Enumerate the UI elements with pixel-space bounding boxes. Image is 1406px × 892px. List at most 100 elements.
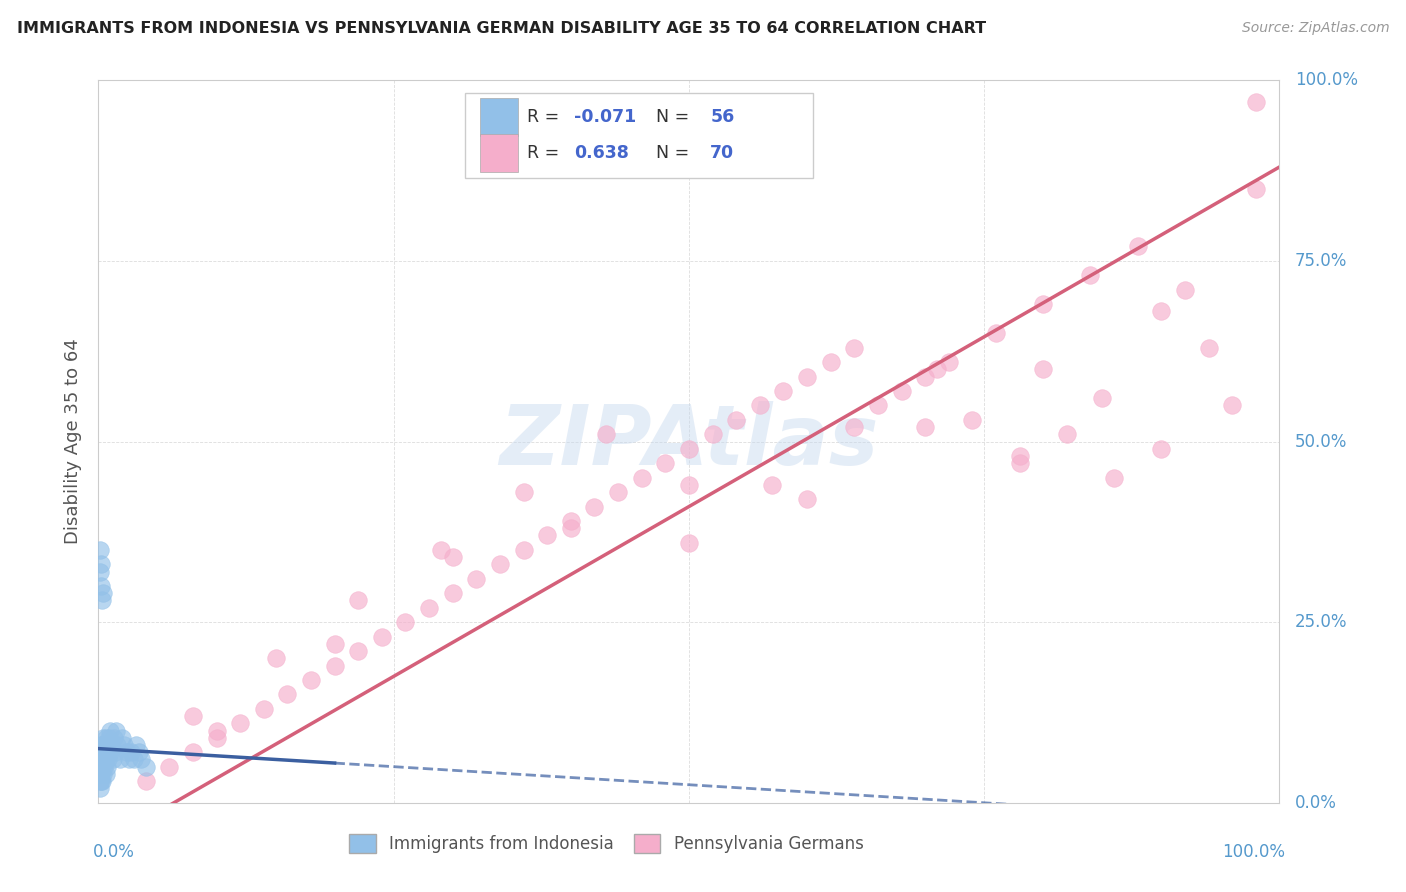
Legend: Immigrants from Indonesia, Pennsylvania Germans: Immigrants from Indonesia, Pennsylvania …	[342, 827, 870, 860]
Point	[104, 745, 127, 759]
Text: 0.0%: 0.0%	[93, 843, 135, 861]
Point	[90, 738, 112, 752]
Point	[89, 781, 111, 796]
Point	[299, 673, 322, 687]
Point	[181, 709, 204, 723]
Point	[418, 600, 440, 615]
Point	[489, 558, 512, 572]
Point	[607, 485, 630, 500]
Point	[1198, 341, 1220, 355]
Point	[93, 745, 115, 759]
Point	[96, 745, 118, 759]
Point	[97, 738, 120, 752]
Point	[347, 644, 370, 658]
Point	[678, 535, 700, 549]
Point	[89, 745, 111, 759]
Point	[90, 767, 112, 781]
Point	[157, 760, 180, 774]
Point	[89, 760, 111, 774]
Text: 50.0%: 50.0%	[1295, 433, 1347, 450]
Point	[796, 492, 818, 507]
Point	[1032, 297, 1054, 311]
Point	[108, 752, 131, 766]
Point	[105, 723, 128, 738]
Point	[98, 731, 121, 745]
Text: R =: R =	[527, 108, 565, 127]
Point	[441, 586, 464, 600]
Point	[595, 427, 617, 442]
Text: Source: ZipAtlas.com: Source: ZipAtlas.com	[1241, 21, 1389, 35]
Text: 100.0%: 100.0%	[1222, 843, 1285, 861]
Point	[91, 586, 114, 600]
Point	[90, 752, 112, 766]
Point	[91, 731, 114, 745]
Point	[91, 760, 114, 774]
Point	[394, 615, 416, 630]
Point	[1150, 304, 1173, 318]
Point	[98, 745, 121, 759]
Point	[97, 752, 120, 766]
Point	[90, 760, 112, 774]
Point	[94, 731, 117, 745]
Point	[654, 456, 676, 470]
Point	[748, 398, 770, 412]
Point	[560, 514, 582, 528]
Point	[121, 745, 143, 759]
Point	[938, 355, 960, 369]
Point	[89, 767, 111, 781]
Point	[105, 738, 128, 752]
Point	[1056, 427, 1078, 442]
Point	[1008, 456, 1031, 470]
Point	[844, 341, 866, 355]
Point	[1102, 470, 1125, 484]
Point	[441, 550, 464, 565]
Point	[1126, 239, 1149, 253]
Point	[205, 731, 228, 745]
Point	[90, 745, 112, 759]
Point	[129, 752, 152, 766]
Point	[93, 760, 115, 774]
Point	[583, 500, 606, 514]
Point	[512, 485, 534, 500]
Point	[1091, 391, 1114, 405]
Point	[761, 478, 783, 492]
Point	[253, 702, 276, 716]
Point	[111, 731, 134, 745]
FancyBboxPatch shape	[479, 135, 517, 172]
Text: 75.0%: 75.0%	[1295, 252, 1347, 270]
Point	[91, 752, 114, 766]
Point	[1244, 95, 1267, 109]
Point	[1008, 449, 1031, 463]
Point	[1244, 182, 1267, 196]
Text: IMMIGRANTS FROM INDONESIA VS PENNSYLVANIA GERMAN DISABILITY AGE 35 TO 64 CORRELA: IMMIGRANTS FROM INDONESIA VS PENNSYLVANI…	[17, 21, 986, 36]
Text: N =: N =	[645, 145, 695, 162]
Point	[112, 738, 135, 752]
Text: 25.0%: 25.0%	[1295, 613, 1347, 632]
Point	[323, 658, 346, 673]
Point	[347, 593, 370, 607]
Point	[128, 745, 150, 759]
Y-axis label: Disability Age 35 to 64: Disability Age 35 to 64	[65, 339, 83, 544]
Point	[115, 745, 138, 759]
Point	[820, 355, 842, 369]
Point	[371, 630, 394, 644]
Point	[122, 752, 145, 766]
Point	[90, 579, 112, 593]
Text: -0.071: -0.071	[575, 108, 637, 127]
Point	[984, 326, 1007, 340]
FancyBboxPatch shape	[479, 98, 517, 136]
Point	[725, 413, 748, 427]
Point	[135, 774, 157, 789]
Point	[866, 398, 889, 412]
Point	[914, 369, 936, 384]
Point	[264, 651, 287, 665]
Point	[925, 362, 948, 376]
Point	[135, 760, 157, 774]
Text: 100.0%: 100.0%	[1295, 71, 1358, 89]
Point	[702, 427, 724, 442]
Point	[91, 738, 114, 752]
Point	[1174, 283, 1197, 297]
Point	[1150, 442, 1173, 456]
Point	[1080, 268, 1102, 283]
Text: 70: 70	[710, 145, 734, 162]
